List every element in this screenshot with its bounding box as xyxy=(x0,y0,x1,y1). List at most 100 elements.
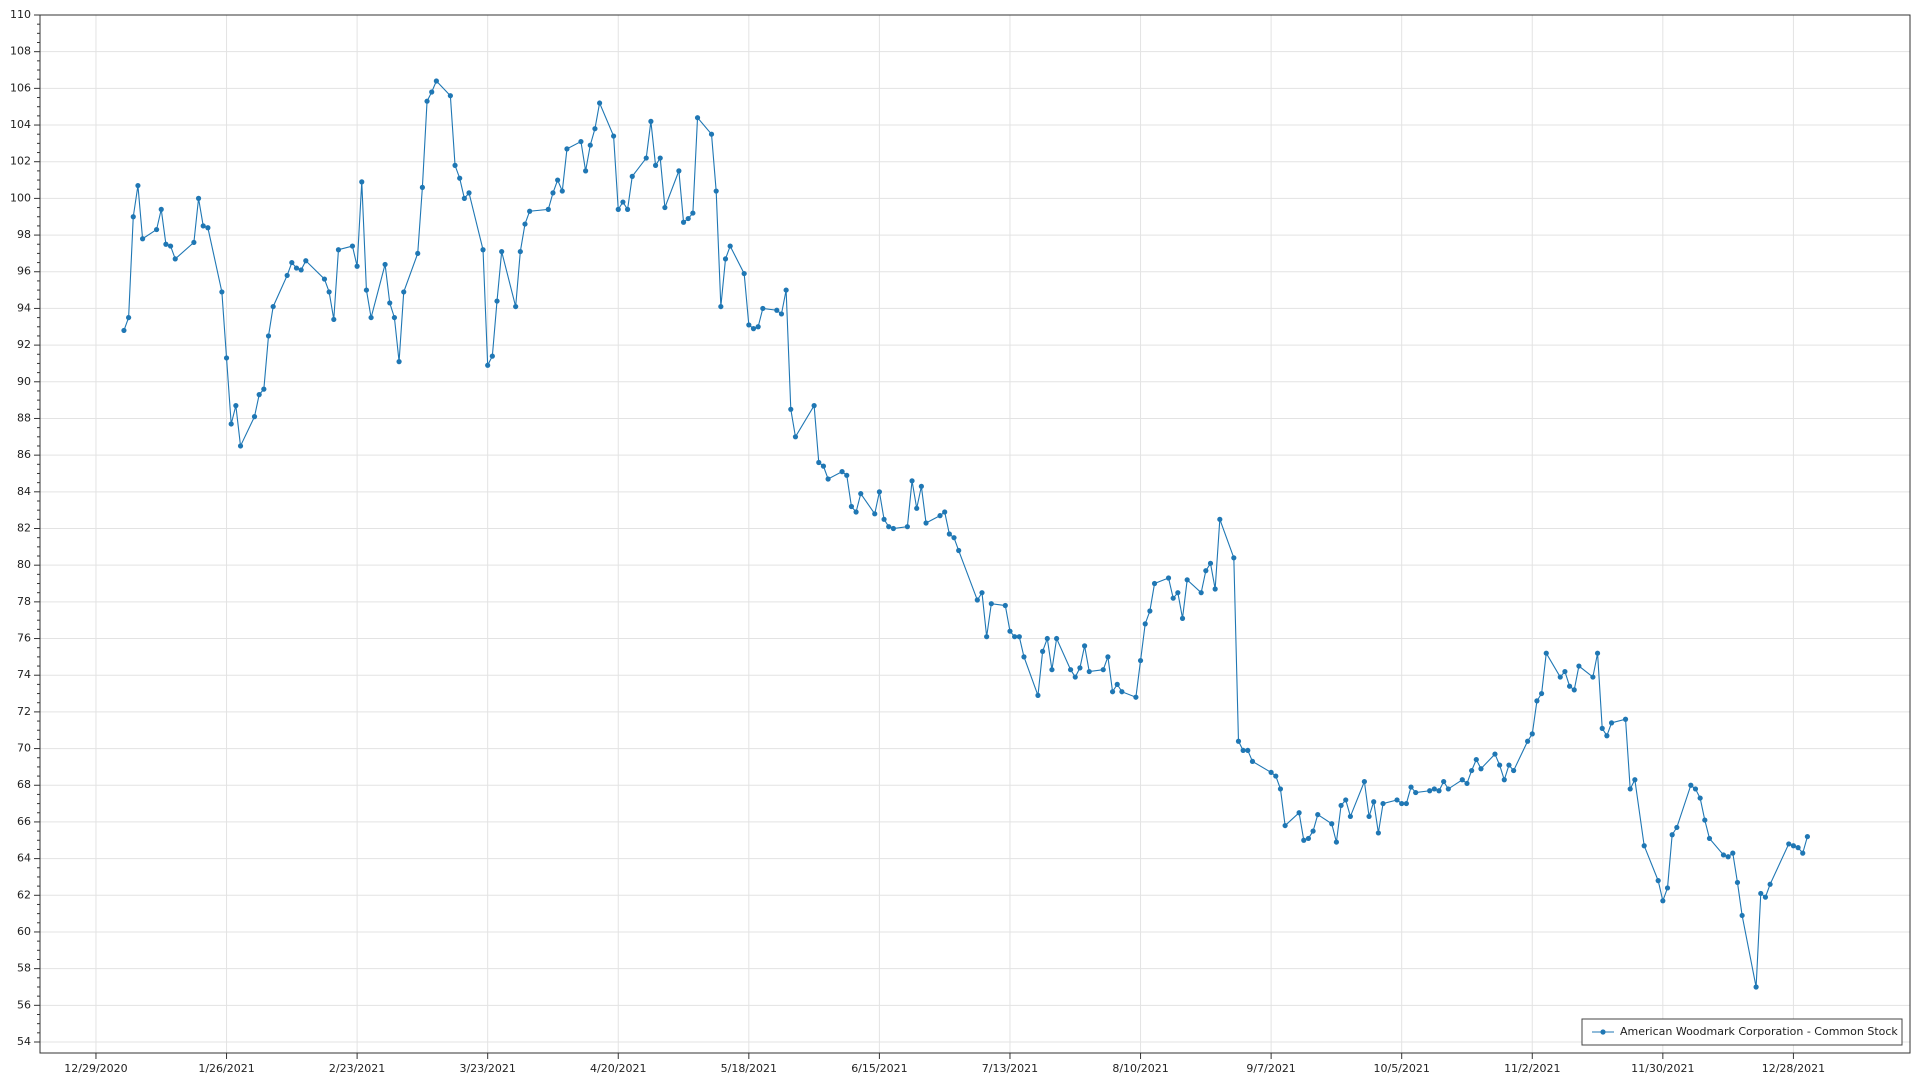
data-point xyxy=(303,258,309,264)
data-point xyxy=(578,138,584,145)
y-tick-label: 102 xyxy=(10,155,31,168)
data-point xyxy=(1538,690,1545,697)
data-point xyxy=(1492,751,1498,757)
data-point xyxy=(368,314,374,321)
x-tick-label: 11/2/2021 xyxy=(1504,1062,1560,1075)
data-point xyxy=(708,131,715,137)
data-point xyxy=(139,236,146,242)
data-point xyxy=(429,89,435,95)
data-point xyxy=(1002,602,1008,609)
data-point xyxy=(387,300,393,306)
data-point xyxy=(886,524,892,530)
data-point xyxy=(1786,841,1792,847)
data-point xyxy=(942,509,948,515)
data-point xyxy=(1590,674,1596,680)
data-point xyxy=(1688,782,1694,788)
data-point xyxy=(1557,674,1563,680)
data-point xyxy=(433,78,439,84)
data-point xyxy=(1175,590,1181,596)
data-point xyxy=(1571,687,1577,693)
data-point xyxy=(1114,681,1120,687)
x-tick-label: 8/10/2021 xyxy=(1112,1062,1168,1075)
data-point xyxy=(1730,850,1736,856)
legend-label: American Woodmark Corporation - Common S… xyxy=(1620,1025,1898,1038)
data-point xyxy=(629,173,635,179)
data-point xyxy=(727,243,733,249)
x-tick-label: 7/13/2021 xyxy=(982,1062,1038,1075)
data-point xyxy=(126,314,132,321)
data-point xyxy=(1184,577,1190,583)
data-point xyxy=(545,206,551,212)
data-point xyxy=(1231,555,1237,561)
data-point xyxy=(1660,898,1666,904)
data-point xyxy=(853,509,859,515)
data-point xyxy=(1212,586,1218,592)
data-point xyxy=(1217,516,1223,522)
data-point xyxy=(951,535,957,541)
data-point xyxy=(555,177,561,183)
data-point xyxy=(1207,560,1214,566)
plot-frame xyxy=(39,14,1911,1054)
data-point xyxy=(1431,786,1437,792)
data-point xyxy=(1040,648,1046,654)
x-tick-label: 2/23/2021 xyxy=(329,1062,385,1075)
data-point xyxy=(1170,595,1176,601)
data-point xyxy=(825,476,831,482)
data-point xyxy=(881,516,887,522)
data-point xyxy=(499,248,505,255)
data-point xyxy=(1179,615,1186,621)
data-point xyxy=(1343,797,1349,803)
data-point xyxy=(760,305,766,312)
data-point xyxy=(890,525,896,532)
y-tick-label: 86 xyxy=(17,448,31,461)
data-point xyxy=(415,250,421,257)
legend-marker xyxy=(1600,1029,1606,1035)
data-point xyxy=(452,162,458,168)
data-point xyxy=(1151,580,1158,587)
data-point xyxy=(559,188,565,194)
series-line xyxy=(123,80,1808,988)
data-point xyxy=(1576,663,1582,669)
data-point xyxy=(1105,654,1111,660)
data-point xyxy=(690,210,696,216)
data-point xyxy=(1007,628,1013,634)
data-point xyxy=(219,289,225,295)
data-point xyxy=(228,421,234,427)
data-point xyxy=(1739,912,1745,919)
data-point xyxy=(1622,716,1629,722)
data-point xyxy=(251,414,258,420)
data-point xyxy=(1459,777,1465,783)
data-point xyxy=(583,168,589,174)
data-point xyxy=(200,223,206,229)
y-tick-label: 100 xyxy=(10,191,31,204)
data-point xyxy=(359,179,365,185)
data-point xyxy=(223,355,230,361)
data-point xyxy=(946,531,952,537)
data-point xyxy=(1203,568,1209,574)
data-point xyxy=(918,483,924,489)
data-point xyxy=(662,204,668,211)
data-point xyxy=(1067,667,1074,673)
data-point xyxy=(597,100,603,106)
data-point xyxy=(527,208,533,214)
data-point xyxy=(984,634,990,640)
data-point xyxy=(1506,762,1512,768)
data-point xyxy=(517,248,523,255)
data-point xyxy=(1464,780,1470,787)
data-point xyxy=(1599,725,1605,731)
data-point xyxy=(1720,852,1727,858)
x-tick-label: 12/28/2021 xyxy=(1762,1062,1825,1075)
data-point xyxy=(1198,590,1204,596)
y-tick-label: 108 xyxy=(10,45,31,58)
data-point xyxy=(1804,833,1811,840)
data-point xyxy=(1473,756,1479,763)
data-point xyxy=(592,126,598,132)
data-point xyxy=(265,333,272,339)
y-tick-label: 58 xyxy=(17,962,31,975)
data-point xyxy=(1366,813,1372,820)
data-point xyxy=(1394,797,1400,803)
y-tick-label: 104 xyxy=(10,118,31,131)
data-point xyxy=(657,155,663,161)
data-point xyxy=(1347,813,1353,820)
